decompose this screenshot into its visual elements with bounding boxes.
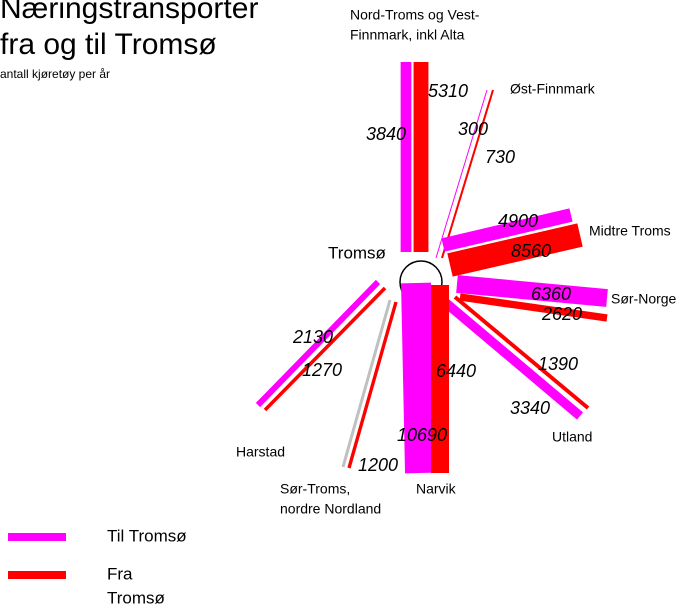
fra-value: 6440 [436, 361, 476, 381]
til-value: 10690 [397, 425, 447, 445]
til-line [441, 208, 573, 252]
route-line [341, 299, 392, 468]
title: fra og til Tromsø [0, 28, 217, 61]
fra-line [347, 301, 398, 469]
route-name: Øst-Finnmark [510, 81, 596, 97]
route-name: Sør-Norge [611, 291, 677, 307]
til-line [255, 279, 381, 408]
fra-value: 5310 [428, 81, 468, 101]
til-line [456, 275, 608, 307]
til-value: 4900 [498, 211, 538, 231]
til-value: 3340 [510, 398, 550, 418]
til-line [442, 299, 584, 420]
route-name: Finnmark, inkl Alta [350, 27, 465, 43]
legend-label: Til Tromsø [107, 526, 187, 545]
fra-line [447, 223, 583, 277]
fra-value: 2620 [541, 304, 582, 324]
til-line [401, 282, 435, 474]
legend-swatch [8, 533, 66, 541]
fra-line [441, 89, 494, 259]
fra-line [459, 293, 608, 322]
til-value: 300 [458, 119, 488, 139]
fra-line [263, 286, 387, 412]
title: Næringstransporter [0, 0, 258, 25]
route-name: Harstad [236, 444, 285, 460]
route-name: Utland [552, 429, 592, 445]
center-label: Tromsø [328, 243, 386, 262]
route-name: Midtre Troms [589, 223, 671, 239]
route-name: Nord-Troms og Vest- [350, 7, 480, 23]
route-name: nordre Nordland [280, 501, 381, 517]
fra-value: 1390 [538, 354, 578, 374]
subtitle: antall kjøretøy per år [0, 67, 110, 81]
legend-swatch [8, 571, 66, 579]
fra-value: 1200 [358, 455, 398, 475]
route-name: Narvik [416, 481, 457, 497]
til-value: 2130 [292, 327, 333, 347]
til-value: 6360 [531, 284, 571, 304]
fra-value: 730 [485, 147, 515, 167]
fra-value: 8560 [511, 241, 551, 261]
route-name: Sør-Troms, [280, 481, 350, 497]
fra-line [453, 295, 590, 410]
fra-value: 1270 [302, 360, 342, 380]
legend-label: Fra [107, 564, 133, 583]
til-value: 3840 [366, 124, 406, 144]
legend-label: Tromsø [107, 588, 165, 607]
til-line [435, 89, 488, 259]
